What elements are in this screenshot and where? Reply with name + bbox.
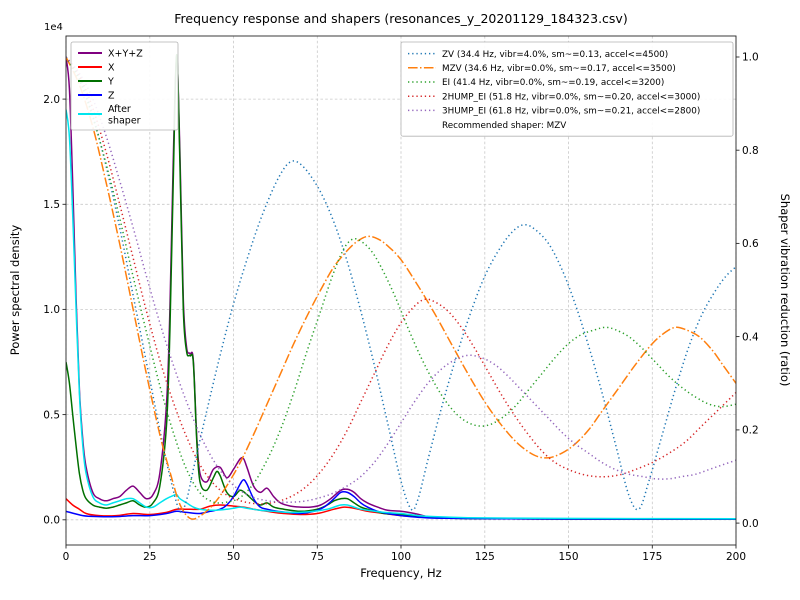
series-ei (66, 56, 736, 504)
chart-title: Frequency response and shapers (resonanc… (174, 11, 627, 26)
svg-text:2.0: 2.0 (43, 94, 60, 106)
svg-text:0.8: 0.8 (742, 145, 759, 157)
svg-text:X+Y+Z: X+Y+Z (108, 49, 143, 60)
svg-text:2HUMP_EI (51.8 Hz, vibr=0.0%,: 2HUMP_EI (51.8 Hz, vibr=0.0%, sm~=0.20, … (442, 92, 700, 102)
svg-text:MZV (34.6 Hz, vibr=0.0%, sm~=0: MZV (34.6 Hz, vibr=0.0%, sm~=0.17, accel… (442, 64, 676, 74)
svg-text:0.4: 0.4 (742, 331, 759, 343)
ticks: 0 25 50 75 100 125 150 175 200 0.0 0.5 1.0 1.5 2.0 0.0… (43, 52, 759, 563)
svg-text:Z: Z (108, 91, 115, 102)
series-zv (66, 56, 736, 514)
series-xyz (66, 56, 736, 520)
svg-text:0: 0 (63, 551, 70, 563)
recommended-shaper-text: Recommended shaper: MZV (442, 121, 566, 131)
svg-text:EI (41.4 Hz, vibr=0.0%, sm~=0.: EI (41.4 Hz, vibr=0.0%, sm~=0.19, accel<… (442, 78, 664, 88)
svg-text:shaper: shaper (108, 116, 141, 127)
chart-render-root: 0 25 50 75 100 125 150 175 200 0.0 0.5 1.0 1.5 2.0 0.0… (43, 35, 759, 563)
svg-text:0.0: 0.0 (43, 515, 60, 527)
svg-text:1.0: 1.0 (43, 304, 60, 316)
svg-text:50: 50 (227, 551, 240, 563)
legend-shapers: ZV (34.4 Hz, vibr=4.0%, sm~=0.13, accel<… (400, 41, 734, 137)
series-y (66, 54, 736, 520)
x-axis-label: Frequency, Hz (360, 566, 441, 580)
svg-text:0.2: 0.2 (742, 425, 759, 437)
y-axis-label-left: Power spectral density (8, 225, 22, 356)
svg-text:0.0: 0.0 (742, 518, 759, 530)
svg-text:1.0: 1.0 (742, 52, 759, 64)
svg-text:200: 200 (726, 551, 746, 563)
series-3hump-ei (66, 56, 736, 503)
y-axis-label-right: Shaper vibration reduction (ratio) (778, 194, 792, 387)
svg-text:ZV (34.4 Hz, vibr=4.0%, sm~=0.: ZV (34.4 Hz, vibr=4.0%, sm~=0.13, accel<… (442, 50, 668, 60)
svg-text:100: 100 (391, 551, 411, 563)
svg-text:Y: Y (107, 77, 114, 88)
series-2hump-ei (66, 56, 736, 505)
series-mzv (66, 56, 736, 520)
svg-text:175: 175 (642, 551, 662, 563)
svg-text:125: 125 (475, 551, 495, 563)
svg-text:X: X (108, 63, 115, 74)
shaper-series (66, 56, 736, 520)
axis-offset-text: 1e4 (44, 22, 63, 33)
svg-text:3HUMP_EI (61.8 Hz, vibr=0.0%,: 3HUMP_EI (61.8 Hz, vibr=0.0%, sm~=0.21, … (442, 107, 700, 117)
svg-text:1.5: 1.5 (43, 199, 60, 211)
svg-text:25: 25 (143, 551, 156, 563)
svg-text:75: 75 (311, 551, 324, 563)
svg-text:0.6: 0.6 (742, 238, 759, 250)
svg-text:0.5: 0.5 (43, 409, 60, 421)
svg-text:150: 150 (558, 551, 578, 563)
svg-text:After: After (108, 104, 131, 115)
